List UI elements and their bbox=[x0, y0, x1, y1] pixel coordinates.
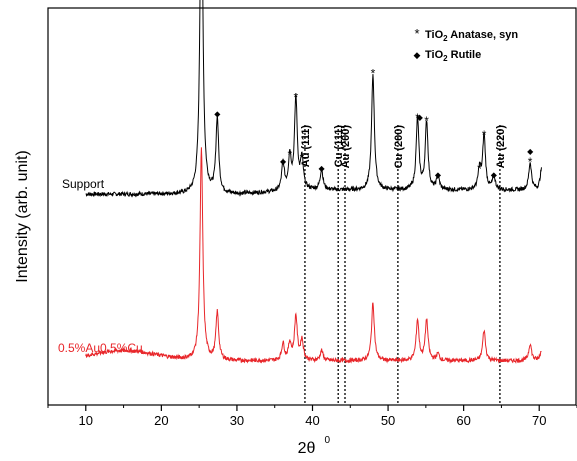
rutile-marker: ◆ bbox=[280, 157, 287, 166]
rutile-marker: ◆ bbox=[318, 164, 325, 173]
reference-lines: Au (111) Cu (111)Au (200) Cu (200) Au (220) bbox=[300, 125, 507, 405]
reference-line-label: Cu (200) bbox=[393, 125, 405, 169]
rutile-marker: ◆ bbox=[491, 171, 498, 180]
series-layer bbox=[85, 0, 542, 364]
legend-label-main: TiO bbox=[425, 29, 444, 41]
x-tick-label: 30 bbox=[230, 413, 244, 428]
x-tick-label: 20 bbox=[154, 413, 168, 428]
series-labels: Support 0.5%Au0.5%Cu bbox=[58, 177, 143, 355]
x-tick-label: 10 bbox=[79, 413, 93, 428]
series-label-support: Support bbox=[62, 177, 105, 191]
rutile-marker: ◆ bbox=[435, 171, 442, 180]
reference-line-label: Au (200) bbox=[340, 125, 352, 169]
anatase-marker: * bbox=[371, 67, 376, 81]
rutile-marker: ◆ bbox=[417, 113, 424, 122]
rutile-marker: ◆ bbox=[527, 147, 534, 156]
x-axis-label: 2θ bbox=[298, 440, 316, 457]
y-axis-label: Intensity (arb. unit) bbox=[14, 150, 31, 283]
series-line bbox=[85, 147, 542, 364]
x-axis-label-sup: 0 bbox=[325, 435, 331, 446]
legend-label: TiO2 Rutile bbox=[425, 49, 481, 63]
legend-label-sub: 2 bbox=[443, 34, 448, 43]
anatase-marker: * bbox=[424, 114, 429, 128]
anatase-marker: * bbox=[528, 155, 533, 169]
legend-rutile-marker: ◆ bbox=[414, 50, 421, 60]
anatase-marker: * bbox=[477, 162, 482, 176]
legend: * TiO2 Anatase, syn◆ TiO2 Rutile bbox=[414, 26, 519, 63]
anatase-marker: * bbox=[415, 111, 420, 125]
reference-line-label: Cu (111) bbox=[333, 125, 345, 168]
series-line bbox=[85, 0, 542, 198]
legend-label-sub: 2 bbox=[443, 54, 448, 63]
x-tick-label: 50 bbox=[381, 413, 395, 428]
x-tick-label: 60 bbox=[456, 413, 470, 428]
x-tick-label: 70 bbox=[532, 413, 546, 428]
legend-anatase-marker: * bbox=[414, 26, 419, 41]
legend-label-rest: Rutile bbox=[448, 49, 482, 61]
axes: 10 20 30 40 50 60 70 2θ 0 Intensity (arb. unit) bbox=[14, 7, 577, 457]
reference-line-label: Au (220) bbox=[495, 125, 507, 169]
x-tick-label: 40 bbox=[305, 413, 319, 428]
anatase-marker: * bbox=[294, 90, 299, 104]
anatase-marker: * bbox=[300, 152, 305, 166]
legend-label-rest: Anatase, syn bbox=[448, 29, 519, 41]
series-label-aucu: 0.5%Au0.5%Cu bbox=[58, 341, 143, 355]
anatase-marker: * bbox=[482, 128, 487, 142]
anatase-marker: * bbox=[287, 148, 292, 162]
legend-label: TiO2 Anatase, syn bbox=[425, 29, 518, 43]
rutile-marker: ◆ bbox=[214, 109, 221, 118]
peak-markers: *◆◆***◆**◆*◆**◆*◆ bbox=[214, 67, 534, 180]
legend-label-main: TiO bbox=[425, 49, 444, 61]
